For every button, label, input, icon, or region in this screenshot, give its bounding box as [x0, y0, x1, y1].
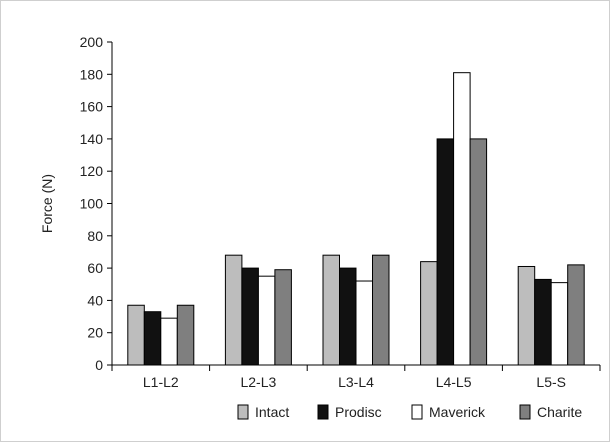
bar-charite-l5-s: [567, 264, 585, 366]
bar-maverick-l4-l5: [453, 72, 471, 366]
legend-swatch-intact: [237, 404, 249, 420]
bar-intact-l2-l3: [224, 254, 243, 366]
y-tick-label: 120: [80, 163, 104, 179]
x-tick-label: L3-L4: [338, 374, 374, 390]
y-tick-label: 180: [80, 66, 104, 82]
bar-prodisc-l2-l3: [241, 267, 259, 366]
bar-intact-l3-l4: [322, 254, 340, 366]
y-tick-label: 40: [87, 292, 103, 308]
x-tick-label: L4-L5: [436, 374, 472, 390]
bar-charite-l3-l4: [372, 254, 390, 366]
legend: Intact Prodisc Maverick Charite: [237, 404, 582, 420]
y-tick-label: 60: [87, 260, 103, 276]
bar-prodisc-l1-l2: [143, 311, 162, 366]
bar-charite-l4-l5: [469, 138, 488, 366]
legend-label-intact: Intact: [255, 404, 289, 420]
bar-prodisc-l4-l5: [436, 138, 455, 366]
x-tick-label: L2-L3: [240, 374, 276, 390]
y-tick-label: 160: [80, 99, 104, 115]
bar-intact-l1-l2: [127, 304, 145, 366]
x-tick-label: L1-L2: [143, 374, 179, 390]
bar-prodisc-l5-s: [534, 278, 552, 366]
y-tick-label: 100: [80, 196, 104, 212]
bar-maverick-l5-s: [550, 282, 569, 366]
plot-area: 0 20 40 60 80 100 120 140 160 180 200 L1-L2 L2-L3 L3-…: [80, 34, 601, 390]
y-tick-label: 200: [80, 34, 104, 50]
bar-maverick-l3-l4: [355, 280, 373, 366]
y-tick-label: 20: [87, 325, 103, 341]
bar-maverick-l1-l2: [160, 317, 178, 366]
bar-prodisc-l3-l4: [339, 267, 357, 366]
x-tick-label: L5-S: [536, 374, 566, 390]
bar-maverick-l2-l3: [257, 275, 276, 366]
legend-swatch-maverick: [411, 404, 423, 420]
legend-label-charite: Charite: [537, 404, 582, 420]
legend-label-prodisc: Prodisc: [335, 404, 382, 420]
bar-charite-l2-l3: [274, 269, 292, 366]
legend-swatch-charite: [519, 404, 531, 420]
bar-intact-l5-s: [517, 265, 536, 366]
bar-charite-l1-l2: [176, 304, 195, 366]
legend-label-maverick: Maverick: [429, 404, 486, 420]
y-axis-label: Force (N): [39, 174, 55, 233]
y-tick-label: 80: [87, 228, 103, 244]
y-tick-label: 0: [95, 357, 103, 373]
y-tick-label: 140: [80, 131, 104, 147]
bar-intact-l4-l5: [420, 261, 438, 366]
legend-swatch-prodisc: [317, 404, 329, 420]
